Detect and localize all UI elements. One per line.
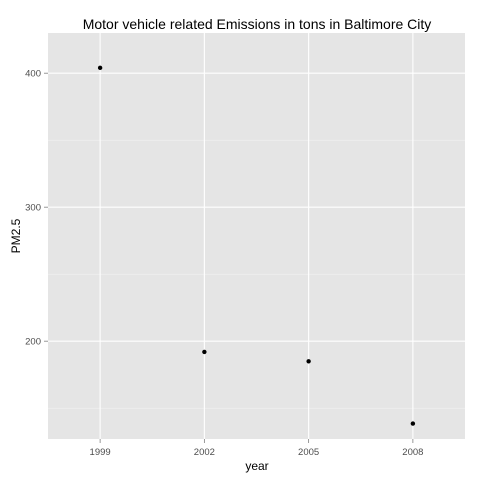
major-gridlines [48, 33, 465, 439]
y-tick-label: 400 [25, 69, 41, 80]
y-tick-label: 300 [25, 203, 41, 214]
data-point [202, 349, 207, 355]
x-tick-label: 1999 [90, 447, 111, 458]
data-point [97, 65, 103, 71]
chart-title: Motor vehicle related Emissions in tons … [83, 16, 432, 32]
y-axis-ticks: 200 300 400 [25, 69, 48, 348]
data-point [410, 421, 416, 426]
x-axis-title: year [245, 459, 268, 473]
x-tick-label: 2008 [402, 447, 423, 458]
x-tick-label: 2005 [298, 447, 319, 458]
data-point [306, 359, 311, 364]
y-tick-label: 200 [25, 337, 41, 348]
y-axis-title: PM2.5 [9, 218, 23, 253]
x-tick-label: 2002 [194, 447, 215, 458]
plot-panel [48, 33, 465, 439]
minor-gridlines [48, 139, 465, 409]
x-axis-ticks: 1999 2002 2005 2008 [90, 439, 423, 458]
data-points [97, 65, 416, 426]
